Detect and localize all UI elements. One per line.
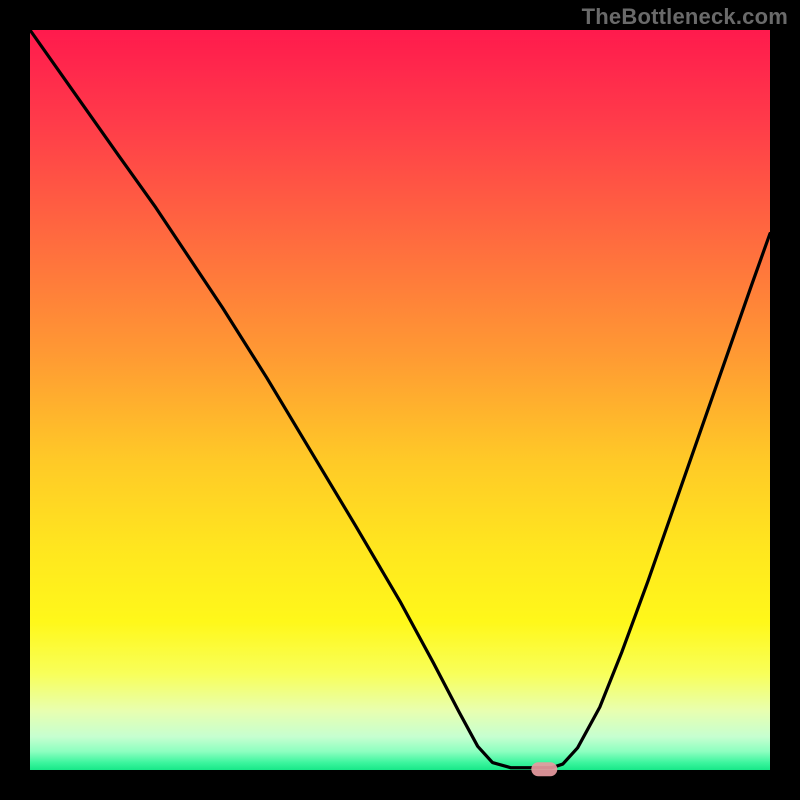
optimal-marker <box>531 762 557 776</box>
watermark-label: TheBottleneck.com <box>582 4 788 30</box>
chart-frame: TheBottleneck.com <box>0 0 800 800</box>
bottleneck-curve-chart <box>0 0 800 800</box>
plot-background <box>30 30 770 770</box>
